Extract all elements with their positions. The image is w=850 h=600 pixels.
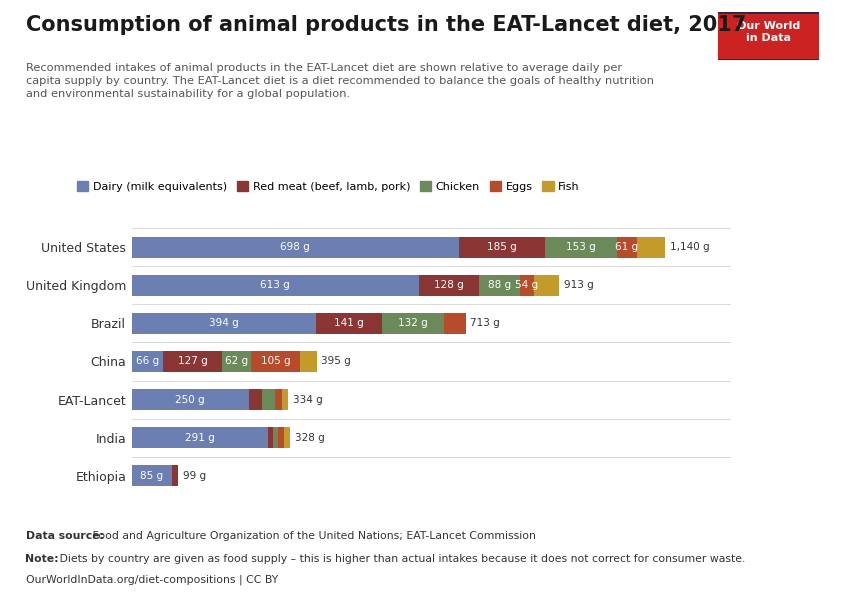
Bar [285, 427, 290, 448]
Text: 62 g: 62 g [225, 356, 248, 367]
Bar [637, 236, 666, 257]
Bar [162, 351, 222, 372]
Bar [458, 236, 545, 257]
Text: 153 g: 153 g [566, 242, 596, 252]
Bar [444, 313, 466, 334]
Text: 291 g: 291 g [185, 433, 215, 443]
Bar [382, 313, 444, 334]
Text: Data source:: Data source: [26, 531, 104, 541]
Bar [132, 313, 316, 334]
Bar [534, 275, 559, 296]
Text: 328 g: 328 g [295, 433, 325, 443]
Text: 141 g: 141 g [334, 319, 364, 328]
Text: Consumption of animal products in the EAT-Lancet diet, 2017: Consumption of animal products in the EA… [26, 15, 745, 35]
Text: 395 g: 395 g [321, 356, 351, 367]
Legend: Dairy (milk equivalents), Red meat (beef, lamb, pork), Chicken, Eggs, Fish: Dairy (milk equivalents), Red meat (beef… [77, 181, 580, 192]
Text: Diets by country are given as food supply – this is higher than actual intakes b: Diets by country are given as food suppl… [56, 554, 745, 564]
Text: 127 g: 127 g [178, 356, 207, 367]
Bar [132, 351, 162, 372]
Text: 334 g: 334 g [292, 395, 322, 404]
Bar [251, 351, 300, 372]
Bar [419, 275, 479, 296]
Bar [300, 351, 317, 372]
Text: OurWorldInData.org/diet-compositions | CC BY: OurWorldInData.org/diet-compositions | C… [26, 575, 278, 586]
Text: 61 g: 61 g [615, 242, 638, 252]
Text: Food and Agriculture Organization of the United Nations; EAT-Lancet Commission: Food and Agriculture Organization of the… [89, 531, 536, 541]
Text: Note:: Note: [26, 554, 60, 564]
Bar [132, 466, 172, 487]
Text: 99 g: 99 g [183, 471, 206, 481]
Text: 613 g: 613 g [260, 280, 290, 290]
Bar [275, 389, 282, 410]
Bar [278, 427, 285, 448]
Text: 88 g: 88 g [488, 280, 511, 290]
Bar [132, 275, 419, 296]
Text: 54 g: 54 g [515, 280, 538, 290]
Text: Recommended intakes of animal products in the EAT-Lancet diet are shown relative: Recommended intakes of animal products i… [26, 63, 654, 100]
Text: 394 g: 394 g [209, 319, 239, 328]
Text: 698 g: 698 g [280, 242, 310, 252]
Text: 250 g: 250 g [175, 395, 205, 404]
Bar [520, 275, 534, 296]
Text: 713 g: 713 g [470, 319, 500, 328]
Text: 85 g: 85 g [140, 471, 163, 481]
Bar [268, 427, 273, 448]
Text: 105 g: 105 g [261, 356, 291, 367]
Text: Our World
in Data: Our World in Data [737, 22, 800, 43]
Bar [273, 427, 278, 448]
Bar [222, 351, 251, 372]
Bar [249, 389, 262, 410]
Bar [132, 389, 249, 410]
Bar [617, 236, 637, 257]
Bar [132, 236, 458, 257]
Bar [479, 275, 520, 296]
Text: 1,140 g: 1,140 g [670, 242, 710, 252]
Text: 66 g: 66 g [136, 356, 159, 367]
Text: 128 g: 128 g [434, 280, 463, 290]
Text: 132 g: 132 g [399, 319, 428, 328]
Bar [262, 389, 275, 410]
Bar [316, 313, 382, 334]
Bar [282, 389, 288, 410]
Bar [172, 466, 178, 487]
Text: 185 g: 185 g [487, 242, 517, 252]
Text: 913 g: 913 g [564, 280, 593, 290]
Bar [132, 427, 268, 448]
Bar [545, 236, 617, 257]
